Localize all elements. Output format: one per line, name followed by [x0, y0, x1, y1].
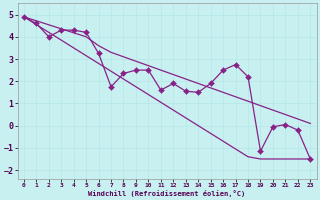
X-axis label: Windchill (Refroidissement éolien,°C): Windchill (Refroidissement éolien,°C)	[88, 190, 246, 197]
